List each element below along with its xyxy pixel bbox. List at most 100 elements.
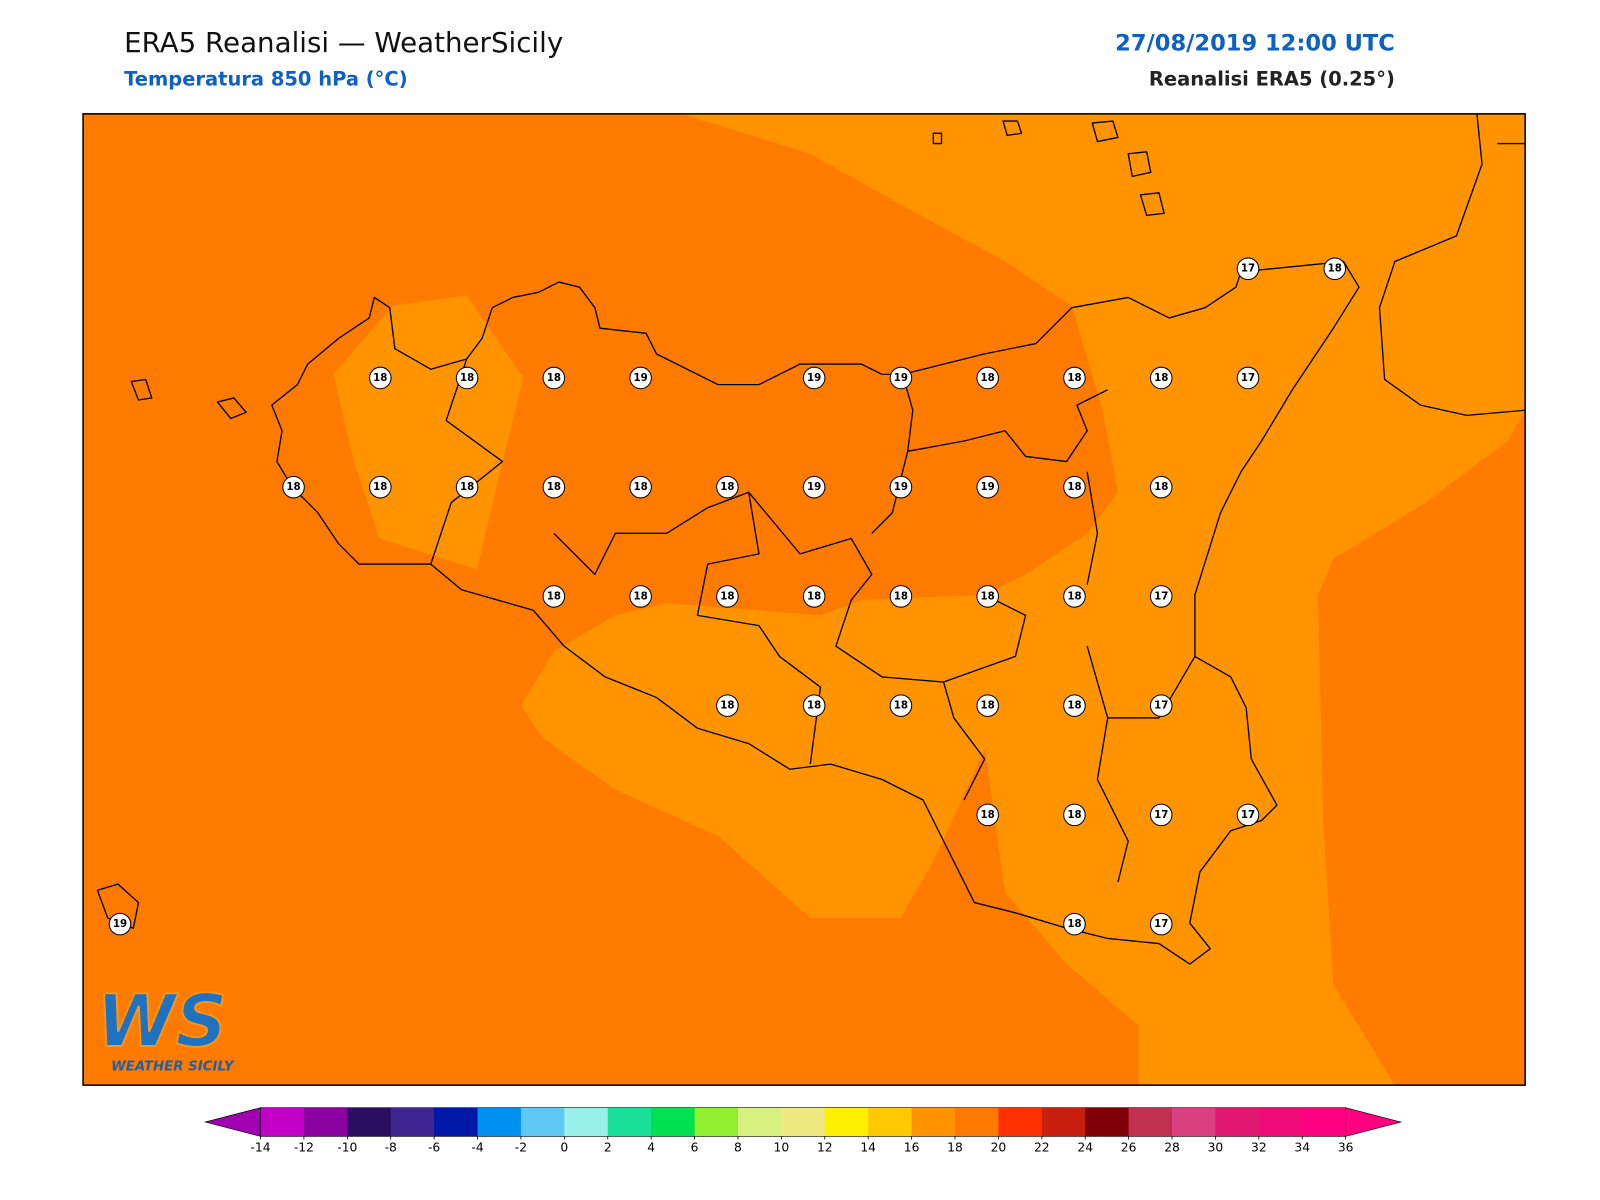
station-value: 18 xyxy=(894,590,908,602)
station-marker xyxy=(889,585,913,608)
station: 18 xyxy=(1063,803,1086,827)
colorbar-tick-label: 4 xyxy=(647,1141,655,1155)
colorbar-box xyxy=(651,1107,696,1137)
station: 17 xyxy=(1236,803,1260,827)
station-value: 19 xyxy=(633,372,647,384)
colorbar-box xyxy=(1172,1107,1216,1137)
station: 18 xyxy=(542,585,566,608)
station: 19 xyxy=(802,475,826,499)
colorbar-tick-label: -14 xyxy=(250,1141,270,1155)
station: 18 xyxy=(802,585,826,608)
station-value: 18 xyxy=(286,481,300,493)
station: 18 xyxy=(1149,366,1173,390)
colorbar-box xyxy=(998,1107,1043,1137)
colorbar-tick-label: 18 xyxy=(947,1141,963,1155)
colorbar-tick-label: 28 xyxy=(1164,1141,1180,1155)
station-marker xyxy=(716,694,739,717)
station-marker xyxy=(369,475,392,499)
coastline xyxy=(271,260,1360,965)
station-marker xyxy=(542,585,566,608)
station-marker xyxy=(629,585,652,608)
station-marker xyxy=(1063,803,1086,827)
colorbar-box xyxy=(303,1107,348,1137)
station-marker xyxy=(1063,366,1086,390)
station-value: 18 xyxy=(807,590,821,602)
province-borders xyxy=(430,358,1196,883)
colorbar-over xyxy=(1345,1107,1403,1137)
station: 17 xyxy=(1236,366,1260,390)
station-value: 18 xyxy=(981,372,995,384)
station-marker xyxy=(1149,803,1173,827)
station-marker xyxy=(716,475,739,499)
logo-caption: WEATHER SICILY xyxy=(111,1060,235,1075)
station-value: 18 xyxy=(1154,372,1168,384)
colorbar-box xyxy=(520,1107,565,1137)
colorbar-box xyxy=(781,1107,826,1137)
colorbar-tick-label: -6 xyxy=(428,1141,440,1155)
station-value: 18 xyxy=(1067,700,1081,712)
station-value: 17 xyxy=(1154,590,1168,602)
station: 18 xyxy=(542,366,566,390)
station-value: 19 xyxy=(894,481,908,493)
colorbar-box xyxy=(477,1107,522,1137)
station-value: 18 xyxy=(460,481,474,493)
station-value: 18 xyxy=(460,372,474,384)
colorbar-box xyxy=(911,1107,956,1137)
calabria-coast xyxy=(1378,113,1526,417)
colorbar: -14 -12 -10 -8 -6 -4 -2 0 2 4 6 8 10 12 14 16 18 20 22 24 26… xyxy=(203,1107,1403,1155)
station-value: 18 xyxy=(1328,263,1342,275)
colorbar-tick-label: 14 xyxy=(860,1141,876,1155)
colorbar-box xyxy=(1041,1107,1086,1137)
station: 18 xyxy=(369,475,392,499)
colorbar-outline xyxy=(260,1107,1346,1137)
station-marker xyxy=(716,585,739,608)
colorbar-tick-label: -8 xyxy=(385,1141,397,1155)
station: 18 xyxy=(455,475,479,499)
station-marker xyxy=(1063,585,1086,608)
station-marker xyxy=(976,803,999,827)
station: 18 xyxy=(629,585,652,608)
station-marker xyxy=(629,475,652,499)
station-marker xyxy=(976,585,999,608)
colorbar-tick-label: 0 xyxy=(560,1141,568,1155)
colorbar-box xyxy=(1128,1107,1173,1137)
colorbar-box xyxy=(1215,1107,1260,1137)
station: 17 xyxy=(1149,694,1173,717)
station: 18 xyxy=(976,366,999,390)
colorbar-box xyxy=(564,1107,609,1137)
station: 18 xyxy=(1063,585,1086,608)
station-marker xyxy=(802,585,826,608)
station: 18 xyxy=(1063,912,1086,936)
title: ERA5 Reanalisi — WeatherSicily xyxy=(124,26,563,59)
station-marker xyxy=(802,694,826,717)
station-value: 18 xyxy=(547,372,561,384)
station-value: 18 xyxy=(981,590,995,602)
station-marker xyxy=(455,475,479,499)
station-marker xyxy=(802,475,826,499)
colorbar-tick-label: 20 xyxy=(991,1141,1007,1155)
station-value: 17 xyxy=(1154,809,1168,821)
colorbar-box xyxy=(694,1107,739,1137)
station: 17 xyxy=(1236,257,1260,280)
logo: WS WEATHER SICILY xyxy=(95,978,235,1075)
station: 18 xyxy=(976,694,999,717)
station-value: 18 xyxy=(894,700,908,712)
station-marker xyxy=(1149,694,1173,717)
station-value: 17 xyxy=(1241,372,1255,384)
station: 18 xyxy=(1063,475,1086,499)
station-marker xyxy=(1236,366,1260,390)
station-value: 19 xyxy=(894,372,908,384)
colorbar-box xyxy=(434,1107,479,1137)
station-value: 18 xyxy=(633,481,647,493)
station-value: 18 xyxy=(373,481,387,493)
colorbar-tick-label: 6 xyxy=(691,1141,699,1155)
field-light xyxy=(333,295,524,570)
station: 18 xyxy=(889,585,913,608)
station: 18 xyxy=(716,585,739,608)
station: 19 xyxy=(889,475,913,499)
colorbar-box xyxy=(954,1107,999,1137)
station-value: 18 xyxy=(720,700,734,712)
station: 18 xyxy=(542,475,566,499)
station-value: 17 xyxy=(1241,263,1255,275)
